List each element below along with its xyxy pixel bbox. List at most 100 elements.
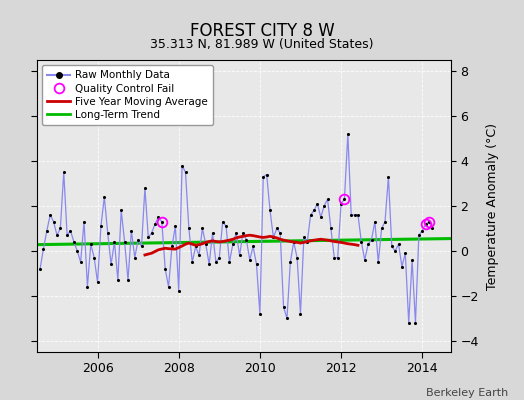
Point (171, 223, 180, 230)
Point (205, 261, 213, 268)
Point (147, 230, 156, 236)
Point (330, 254, 339, 261)
Point (337, 200, 345, 207)
Point (276, 230, 285, 236)
Point (279, 304, 288, 310)
Point (225, 259, 234, 265)
Point (191, 243, 200, 250)
Point (134, 236, 143, 243)
Point (222, 223, 230, 230)
Point (97, 223, 105, 230)
Point (235, 252, 244, 259)
Point (411, 320, 420, 326)
Point (154, 214, 162, 220)
Point (73, 248, 81, 254)
Point (165, 284, 173, 290)
Point (344, 131, 352, 137)
Point (246, 257, 254, 263)
Point (395, 241, 403, 247)
Point (384, 174, 392, 180)
Point (340, 196, 348, 202)
Point (198, 225, 206, 232)
Point (212, 259, 220, 265)
Point (36, 266, 44, 272)
Point (124, 277, 132, 283)
Point (130, 254, 139, 261)
Point (158, 218, 166, 225)
Point (100, 194, 108, 200)
Point (266, 207, 274, 214)
Point (303, 239, 311, 245)
Point (408, 257, 416, 263)
Point (391, 248, 399, 254)
Text: 35.313 N, 81.989 W (United States): 35.313 N, 81.989 W (United States) (150, 38, 374, 51)
Point (259, 174, 267, 180)
Point (114, 277, 122, 283)
Point (104, 230, 112, 236)
Point (42, 228, 51, 234)
Point (320, 203, 329, 209)
Point (367, 236, 376, 243)
Point (181, 169, 190, 176)
Legend: Raw Monthly Data, Quality Control Fail, Five Year Moving Average, Long-Term Tren: Raw Monthly Data, Quality Control Fail, … (42, 65, 213, 125)
Point (333, 254, 342, 261)
Point (316, 214, 325, 220)
Point (272, 225, 281, 232)
Point (178, 162, 187, 169)
Point (374, 259, 383, 265)
Point (370, 218, 379, 225)
Point (421, 221, 430, 227)
Point (174, 288, 183, 294)
Point (327, 225, 335, 232)
Point (93, 279, 102, 286)
Point (354, 212, 362, 218)
Point (127, 228, 136, 234)
Point (347, 212, 355, 218)
Point (46, 212, 54, 218)
Point (249, 243, 257, 250)
Point (289, 239, 298, 245)
Y-axis label: Temperature Anomaly (°C): Temperature Anomaly (°C) (486, 122, 499, 290)
Point (137, 243, 146, 250)
Point (86, 241, 95, 247)
Point (381, 218, 389, 225)
Point (398, 264, 406, 270)
Point (49, 218, 58, 225)
Point (263, 171, 271, 178)
Point (90, 254, 99, 261)
Point (242, 236, 250, 243)
Point (414, 232, 423, 238)
Point (293, 254, 301, 261)
Point (351, 212, 359, 218)
Point (110, 239, 118, 245)
Point (39, 246, 48, 252)
Point (202, 241, 210, 247)
Point (188, 259, 196, 265)
Point (141, 185, 149, 191)
Point (357, 239, 366, 245)
Point (107, 261, 115, 268)
Point (168, 243, 176, 250)
Point (428, 225, 436, 232)
Point (313, 200, 322, 207)
Point (117, 207, 125, 214)
Point (67, 228, 75, 234)
Text: Berkeley Earth: Berkeley Earth (426, 388, 508, 398)
Point (364, 241, 373, 247)
Point (283, 315, 291, 322)
Point (215, 254, 224, 261)
Point (323, 196, 332, 202)
Point (80, 218, 88, 225)
Point (256, 311, 264, 317)
Point (144, 234, 152, 241)
Point (361, 257, 369, 263)
Point (300, 234, 308, 241)
Point (405, 320, 413, 326)
Point (425, 218, 433, 225)
Point (286, 259, 294, 265)
Point (418, 228, 427, 234)
Point (53, 232, 61, 238)
Point (56, 225, 64, 232)
Point (63, 232, 71, 238)
Point (219, 218, 227, 225)
